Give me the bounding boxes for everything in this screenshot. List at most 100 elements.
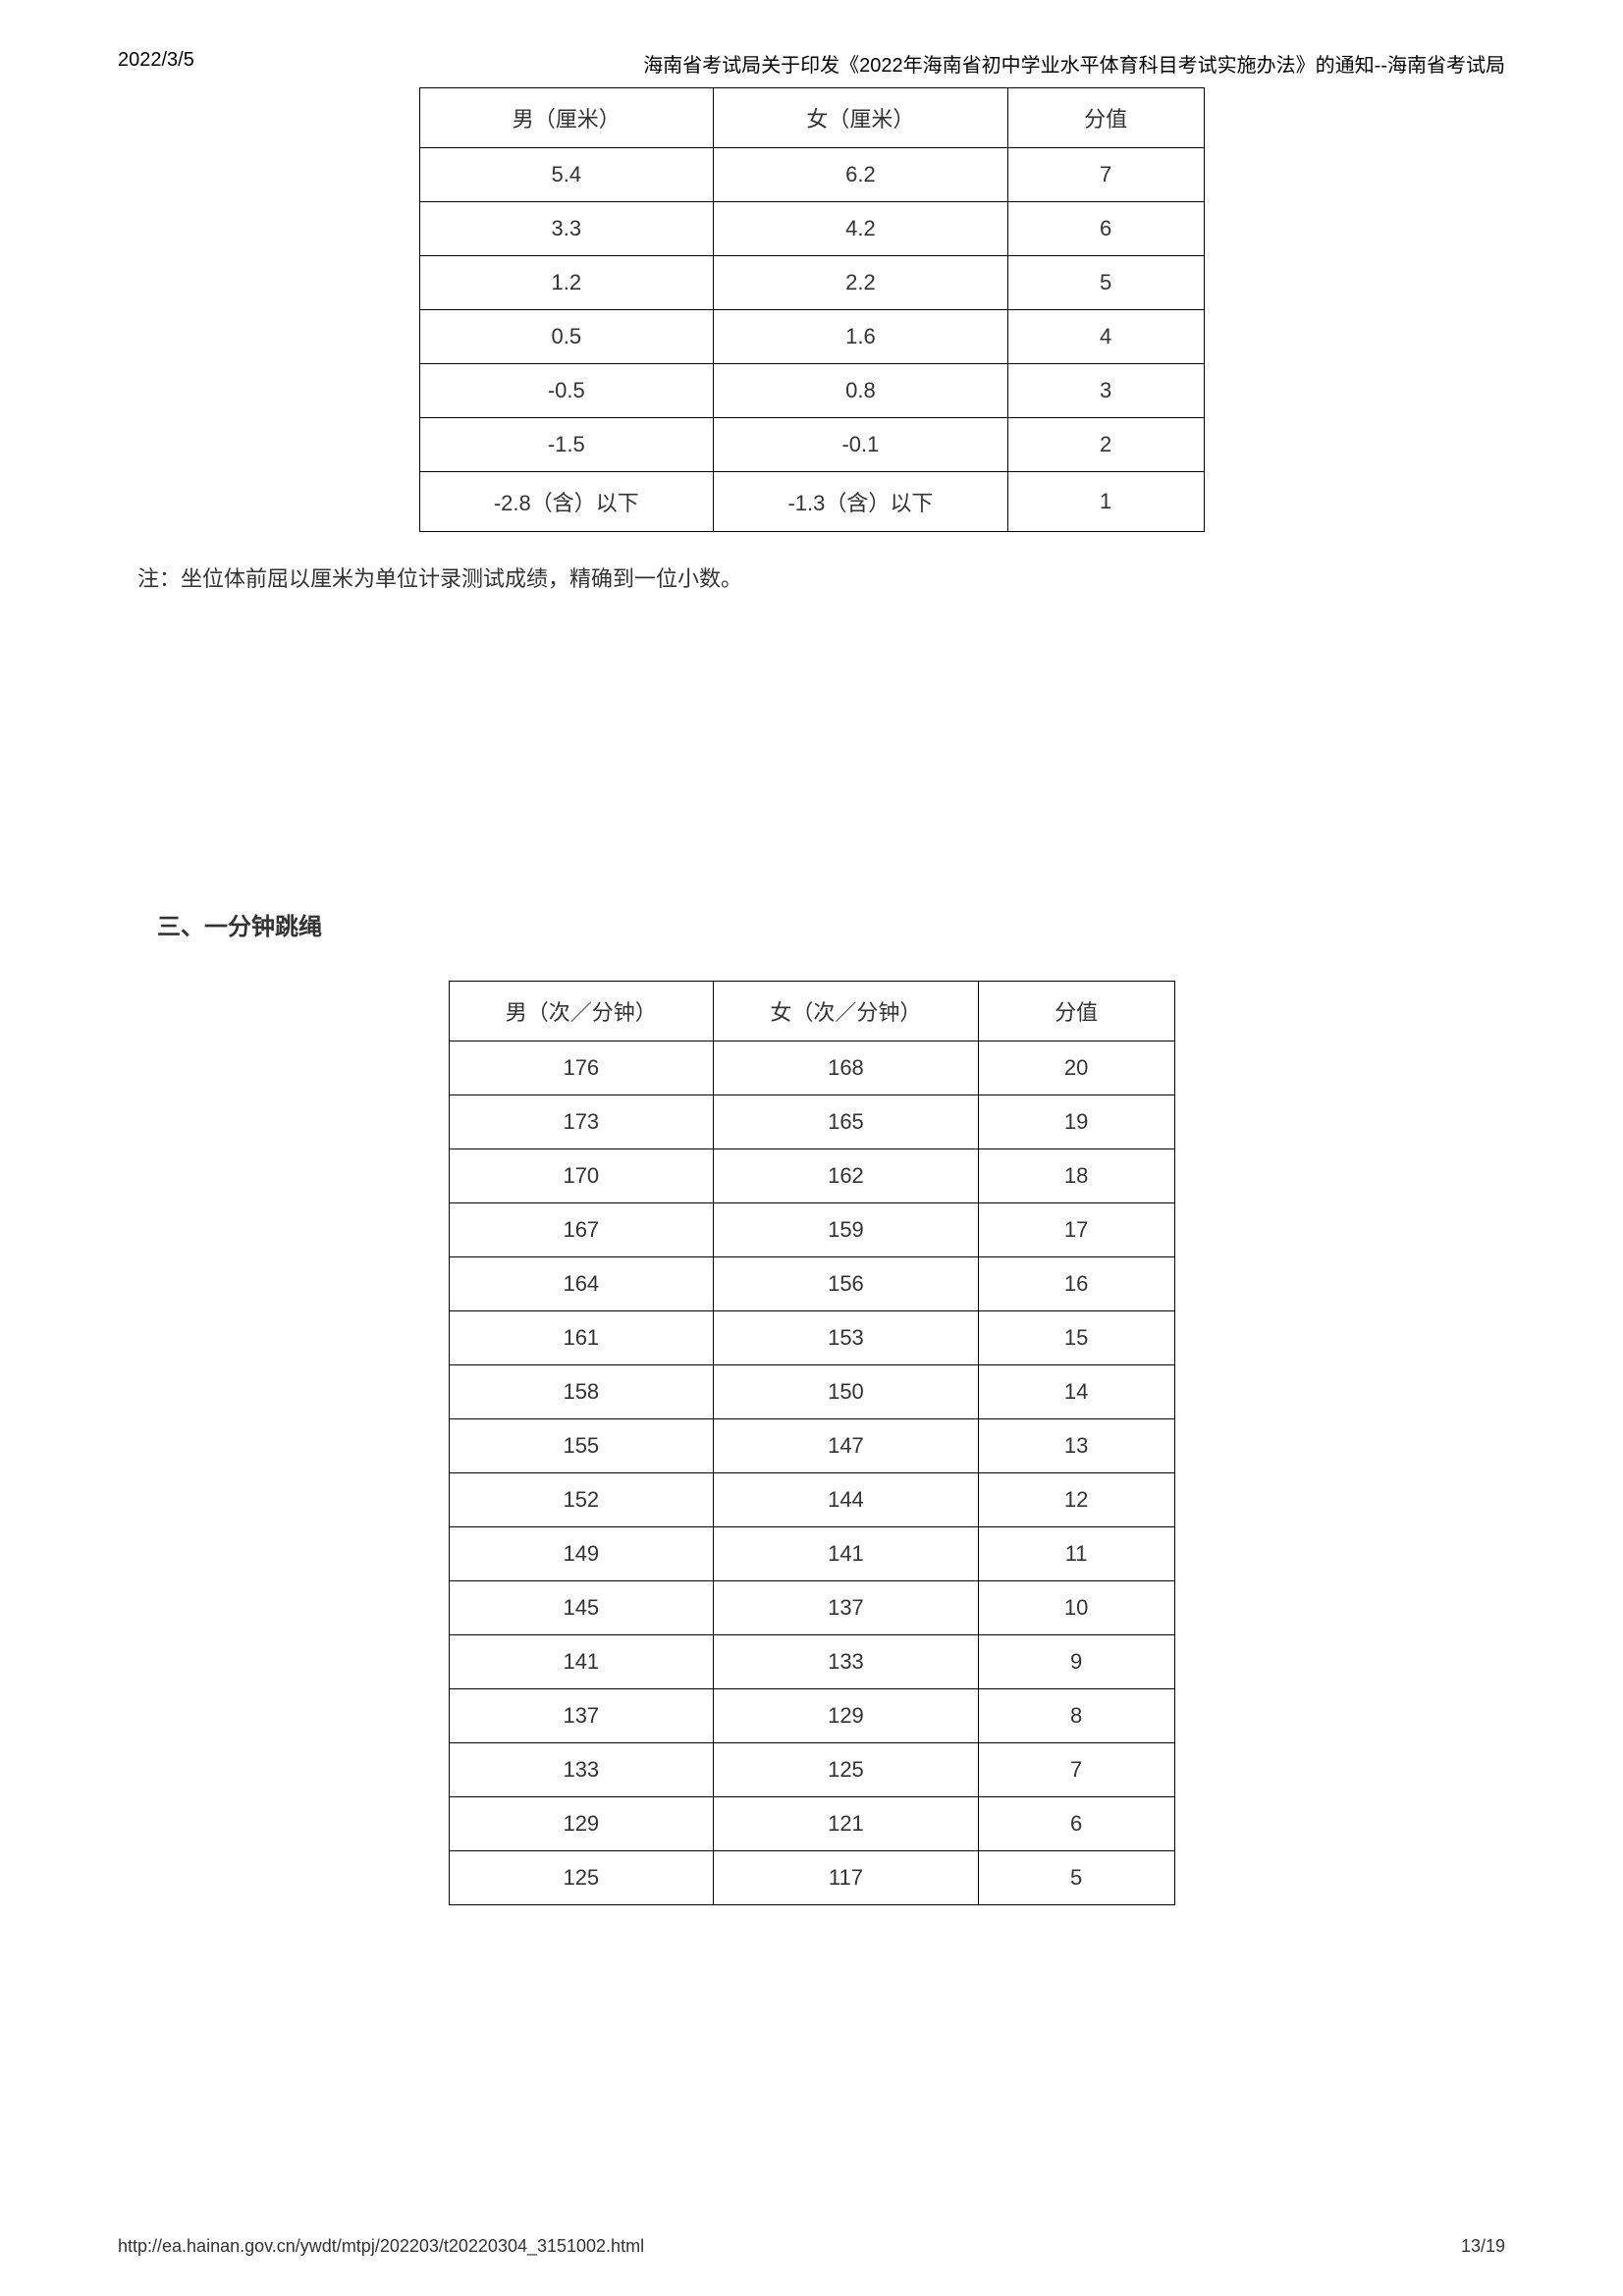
table-row: 14914111 — [449, 1527, 1174, 1581]
col-header-male: 男（次／分钟） — [449, 982, 714, 1041]
table-cell: -1.5 — [419, 418, 714, 472]
table-cell: 159 — [714, 1203, 979, 1257]
table-cell: 173 — [449, 1095, 714, 1149]
note-text: 注：坐位体前屈以厘米为单位计录测试成绩，精确到一位小数。 — [137, 561, 1505, 593]
table-cell: 137 — [449, 1689, 714, 1743]
table-cell: 15 — [978, 1311, 1174, 1365]
table-cell: 9 — [978, 1635, 1174, 1689]
table-cell: 5 — [1007, 256, 1204, 310]
table-cell: 144 — [714, 1473, 979, 1527]
table-cell: 137 — [714, 1581, 979, 1635]
table-cell: 8 — [978, 1689, 1174, 1743]
table-cell: 2 — [1007, 418, 1204, 472]
col-header-male: 男（厘米） — [419, 88, 714, 148]
table-cell: 162 — [714, 1149, 979, 1203]
footer: http://ea.hainan.gov.cn/ywdt/mtpj/202203… — [118, 2236, 1505, 2257]
table-cell: 125 — [714, 1743, 979, 1797]
table-row: 17016218 — [449, 1149, 1174, 1203]
footer-url: http://ea.hainan.gov.cn/ywdt/mtpj/202203… — [118, 2236, 644, 2257]
header-row: 2022/3/5 海南省考试局关于印发《2022年海南省初中学业水平体育科目考试… — [118, 49, 1505, 78]
table-cell: 7 — [978, 1743, 1174, 1797]
table-cell: 11 — [978, 1527, 1174, 1581]
table-cell: 1.2 — [419, 256, 714, 310]
table-cell: 156 — [714, 1257, 979, 1311]
table-cell: 141 — [449, 1635, 714, 1689]
table-cell: 165 — [714, 1095, 979, 1149]
table-row: 1.22.25 — [419, 256, 1204, 310]
table-cell: 149 — [449, 1527, 714, 1581]
table-cell: -1.3（含）以下 — [714, 472, 1008, 532]
table-cell: 3.3 — [419, 202, 714, 256]
table-row: 3.34.26 — [419, 202, 1204, 256]
table-row: 1291216 — [449, 1797, 1174, 1851]
table-cell: 6.2 — [714, 148, 1008, 202]
table-row: 1331257 — [449, 1743, 1174, 1797]
table-cell: 19 — [978, 1095, 1174, 1149]
table-cell: 3 — [1007, 364, 1204, 418]
table-cell: 147 — [714, 1419, 979, 1473]
table-cell: -0.5 — [419, 364, 714, 418]
table-cell: 170 — [449, 1149, 714, 1203]
table-cell: 4 — [1007, 310, 1204, 364]
table-header-row: 男（厘米） 女（厘米） 分值 — [419, 88, 1204, 148]
table-cell: -0.1 — [714, 418, 1008, 472]
col-header-female: 女（次／分钟） — [714, 982, 979, 1041]
footer-page: 13/19 — [1461, 2236, 1505, 2257]
table-row: -2.8（含）以下-1.3（含）以下1 — [419, 472, 1204, 532]
table-row: 17616820 — [449, 1041, 1174, 1095]
table-cell: 168 — [714, 1041, 979, 1095]
table-sit-reach: 男（厘米） 女（厘米） 分值 5.46.273.34.261.22.250.51… — [419, 87, 1205, 532]
page-title: 海南省考试局关于印发《2022年海南省初中学业水平体育科目考试实施办法》的通知-… — [391, 49, 1505, 78]
table-cell: 17 — [978, 1203, 1174, 1257]
table-cell: -2.8（含）以下 — [419, 472, 714, 532]
table-row: 14513710 — [449, 1581, 1174, 1635]
table-cell: 129 — [714, 1689, 979, 1743]
table-row: 5.46.27 — [419, 148, 1204, 202]
table-cell: 6 — [978, 1797, 1174, 1851]
table-cell: 155 — [449, 1419, 714, 1473]
table-cell: 6 — [1007, 202, 1204, 256]
table-cell: 0.5 — [419, 310, 714, 364]
table-cell: 133 — [714, 1635, 979, 1689]
table-jump-rope: 男（次／分钟） 女（次／分钟） 分值 176168201731651917016… — [449, 981, 1175, 1905]
table-cell: 5 — [978, 1851, 1174, 1905]
table-cell: 164 — [449, 1257, 714, 1311]
table-cell: 7 — [1007, 148, 1204, 202]
table-cell: 13 — [978, 1419, 1174, 1473]
table-cell: 0.8 — [714, 364, 1008, 418]
table-cell: 125 — [449, 1851, 714, 1905]
table-cell: 129 — [449, 1797, 714, 1851]
table-row: 1371298 — [449, 1689, 1174, 1743]
table-cell: 152 — [449, 1473, 714, 1527]
col-header-score: 分值 — [1007, 88, 1204, 148]
table-cell: 20 — [978, 1041, 1174, 1095]
table-cell: 150 — [714, 1365, 979, 1419]
table-cell: 176 — [449, 1041, 714, 1095]
table-cell: 117 — [714, 1851, 979, 1905]
table-cell: 16 — [978, 1257, 1174, 1311]
table-cell: 1.6 — [714, 310, 1008, 364]
table-row: 15514713 — [449, 1419, 1174, 1473]
table-cell: 1 — [1007, 472, 1204, 532]
table-cell: 161 — [449, 1311, 714, 1365]
table-cell: 121 — [714, 1797, 979, 1851]
table-cell: 133 — [449, 1743, 714, 1797]
table-row: 16415616 — [449, 1257, 1174, 1311]
table-cell: 167 — [449, 1203, 714, 1257]
table-cell: 153 — [714, 1311, 979, 1365]
table-cell: 141 — [714, 1527, 979, 1581]
table-cell: 145 — [449, 1581, 714, 1635]
table-cell: 2.2 — [714, 256, 1008, 310]
table-cell: 10 — [978, 1581, 1174, 1635]
table-row: 16715917 — [449, 1203, 1174, 1257]
table-cell: 12 — [978, 1473, 1174, 1527]
table-row: 16115315 — [449, 1311, 1174, 1365]
table-cell: 14 — [978, 1365, 1174, 1419]
table-cell: 4.2 — [714, 202, 1008, 256]
table-row: 15214412 — [449, 1473, 1174, 1527]
table-row: 17316519 — [449, 1095, 1174, 1149]
content-area: 男（厘米） 女（厘米） 分值 5.46.273.34.261.22.250.51… — [118, 87, 1505, 1905]
col-header-female: 女（厘米） — [714, 88, 1008, 148]
table-row: 1251175 — [449, 1851, 1174, 1905]
table-row: -1.5-0.12 — [419, 418, 1204, 472]
